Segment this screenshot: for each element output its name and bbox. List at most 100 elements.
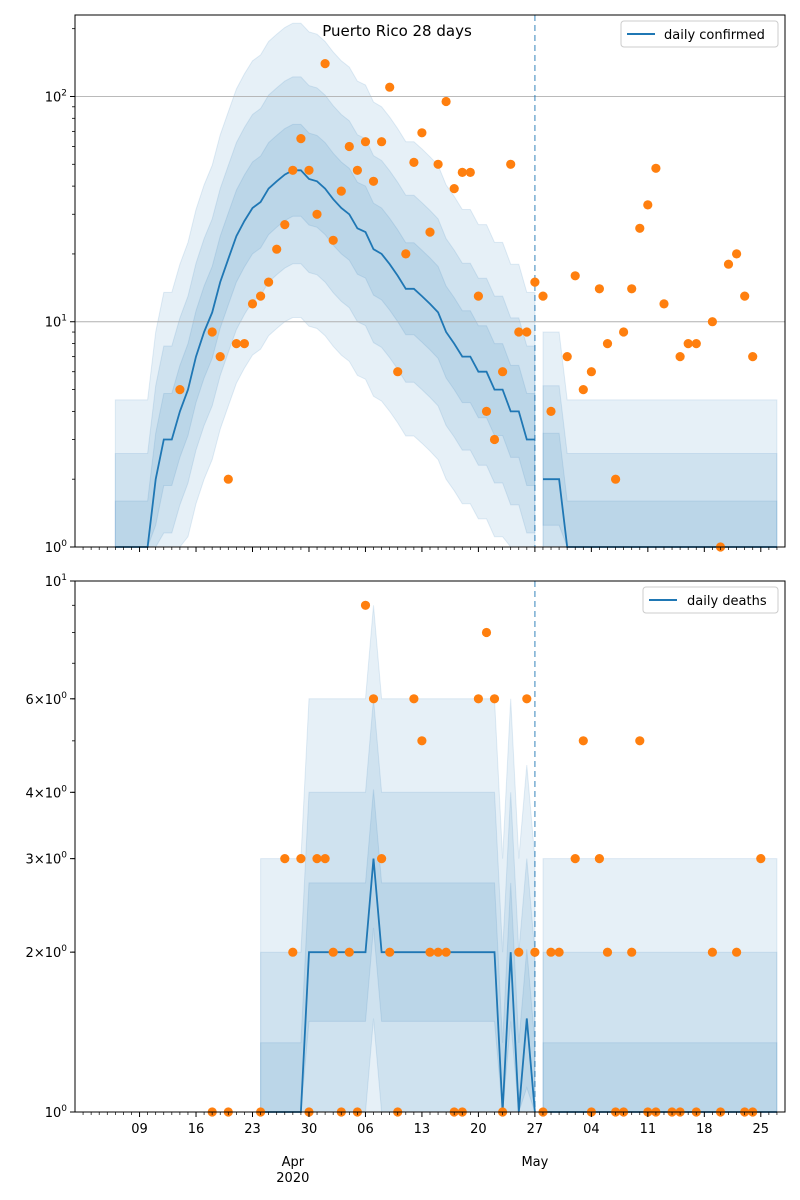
confirmed-point (546, 406, 556, 416)
confirmed-point (530, 277, 540, 287)
confirmed-point (586, 367, 597, 377)
deaths-point (409, 694, 419, 704)
confirmed-point (425, 227, 435, 237)
date-tick-label: 18 (696, 1122, 713, 1137)
confirmed-point (264, 277, 274, 287)
confirmed-point (740, 291, 750, 301)
deaths-point (627, 947, 637, 957)
confirmed-point (594, 284, 605, 294)
deaths-band-1-2 (542, 1042, 778, 1113)
date-tick-label: 20 (470, 1122, 487, 1137)
confirmed-point (231, 339, 241, 349)
confirmed-point (312, 209, 322, 219)
deaths-point (433, 947, 443, 957)
confirmed-point (280, 220, 290, 230)
deaths-point (635, 736, 645, 746)
date-tick-label: 25 (753, 1122, 770, 1137)
deaths-line-0 (260, 858, 536, 1113)
confirmed-point (659, 299, 669, 309)
deaths-point (707, 947, 718, 957)
confirmed-point (635, 223, 645, 233)
confirmed-point (441, 96, 451, 107)
confirmed-point (385, 82, 395, 92)
confirmed-point (732, 249, 742, 259)
confirmed-point (748, 352, 758, 362)
deaths-legend: daily deaths (642, 586, 779, 614)
confirmed-point (514, 327, 524, 337)
confirmed-point (247, 299, 258, 309)
date-tick-label: 16 (188, 1122, 205, 1137)
deaths-point (578, 736, 588, 746)
deaths-ytick-label: 3×100 (26, 851, 68, 868)
deaths-axes: 100 2×100 3×100 4×100 6×100 101 (26, 573, 786, 1121)
confirmed-point (272, 244, 282, 254)
month-label: May (521, 1155, 548, 1170)
confirmed-point (336, 186, 346, 196)
confirmed-point (457, 167, 467, 177)
deaths-ytick-label: 101 (45, 573, 67, 590)
deaths-ytick-label: 100 (45, 1104, 68, 1121)
deaths-point (514, 947, 524, 957)
date-tick-label: 30 (301, 1122, 318, 1137)
confirmed-point (239, 339, 249, 349)
confirmed-ytick-label: 100 (45, 539, 68, 556)
date-tick-label: 06 (357, 1122, 374, 1137)
confirmed-point (401, 249, 411, 259)
confirmed-point (223, 474, 233, 484)
deaths-point (344, 947, 354, 957)
deaths-point (441, 947, 451, 957)
confirmed-point (481, 406, 492, 416)
deaths-point (554, 947, 564, 957)
confirmed-point (570, 271, 580, 281)
confirmed-point (651, 163, 661, 173)
date-tick-label: 11 (640, 1122, 657, 1137)
confirmed-point (498, 367, 508, 377)
confirmed-point (393, 367, 403, 377)
deaths-point (377, 854, 387, 864)
deaths-point (522, 694, 532, 704)
date-tick-label: 09 (131, 1122, 148, 1137)
deaths-point (417, 736, 427, 746)
confirmed-band-0-1 (114, 76, 536, 548)
confirmed-point (368, 176, 379, 186)
confirmed-ytick-label: 101 (45, 314, 67, 331)
confirmed-point (465, 167, 475, 177)
chart-title: Puerto Rico 28 days (322, 22, 472, 40)
confirmed-point (328, 235, 338, 245)
deaths-point (360, 600, 371, 610)
confirmed-point (489, 434, 500, 445)
confirmed-point (683, 339, 693, 349)
confirmed-panel: 100 101 102 Puerto Rico 28 days daily conf… (45, 14, 786, 556)
deaths-point (594, 854, 605, 864)
deaths-point (280, 854, 290, 864)
deaths-point (481, 627, 492, 638)
confirmed-point (360, 137, 371, 147)
deaths-point (602, 947, 613, 957)
confirmed-point (296, 134, 306, 144)
confirmed-point (207, 327, 217, 337)
confirmed-legend-label: daily confirmed (664, 28, 765, 43)
deaths-point (546, 947, 556, 957)
confirmed-ytick-label: 102 (45, 88, 67, 105)
deaths-ytick-label: 6×100 (26, 691, 68, 708)
confirmed-point (473, 291, 483, 301)
deaths-point (756, 854, 766, 864)
deaths-uncertainty-bands (260, 605, 778, 1113)
confirmed-point (377, 137, 387, 147)
confirmed-point (675, 352, 685, 362)
deaths-point (489, 694, 500, 704)
confirmed-series (115, 59, 777, 552)
deaths-point (570, 854, 580, 864)
confirmed-point (643, 200, 653, 210)
confirmed-point (449, 184, 459, 194)
date-tick-label: 04 (583, 1122, 600, 1137)
deaths-point (368, 694, 379, 704)
confirmed-point (627, 284, 637, 294)
deaths-legend-label: daily deaths (687, 594, 767, 609)
date-tick-label: 13 (414, 1122, 431, 1137)
deaths-ytick-label: 4×100 (26, 784, 68, 801)
deaths-point (328, 947, 338, 957)
confirmed-line-0 (115, 169, 535, 548)
